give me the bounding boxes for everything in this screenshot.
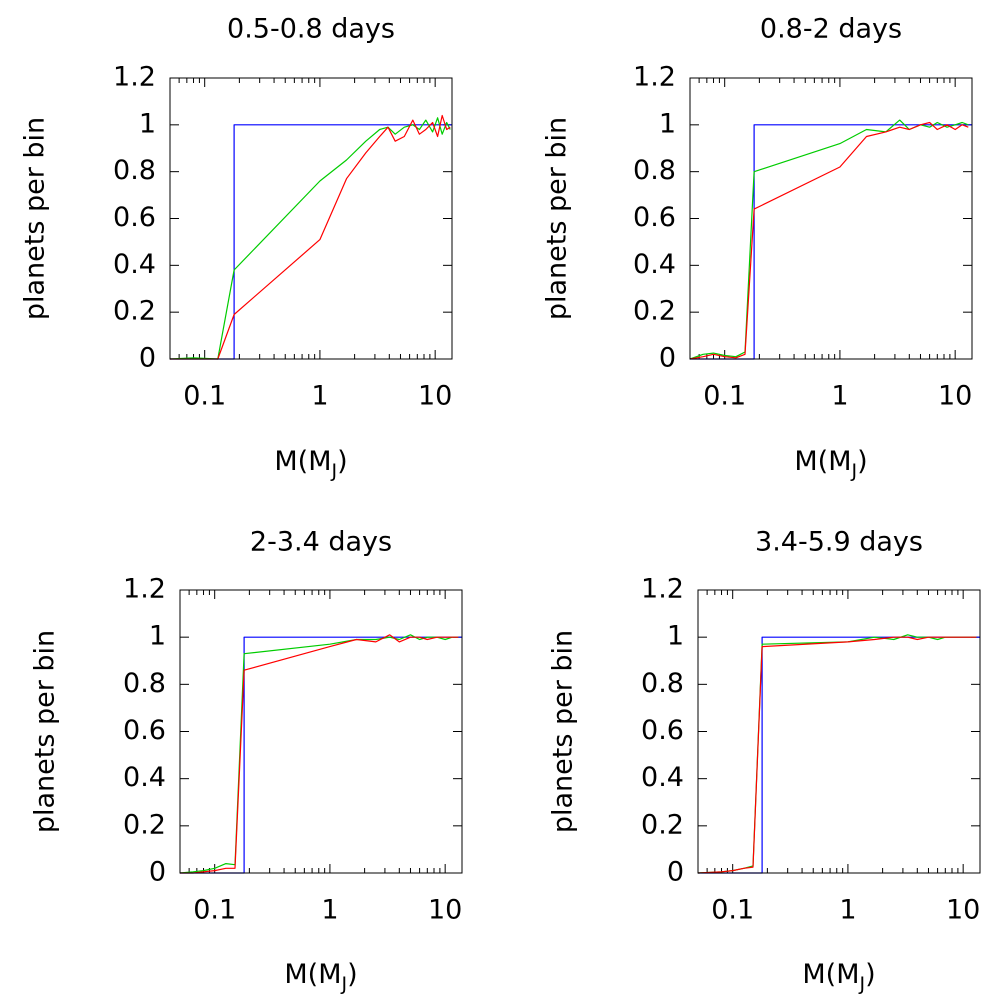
plot-frame — [697, 589, 981, 874]
series-line-1 — [170, 124, 452, 360]
series-line-3 — [180, 634, 459, 874]
y-tick-label: 1 — [149, 621, 166, 652]
y-tick-label: 1.2 — [123, 574, 166, 605]
y-tick-label: 0.4 — [113, 249, 156, 280]
x-tick-label: 0.1 — [183, 381, 226, 412]
y-tick-label: 0 — [667, 857, 684, 888]
x-tick-label: 1 — [321, 895, 338, 926]
y-tick-label: 0.4 — [123, 762, 166, 793]
y-tick-label: 1.2 — [633, 62, 676, 93]
y-tick-label: 0.4 — [633, 249, 676, 280]
y-tick-label: 1 — [667, 621, 684, 652]
series-line-3 — [697, 636, 977, 874]
y-tick-label: 0 — [149, 857, 166, 888]
series-line-2 — [179, 634, 459, 874]
y-tick-label: 0.6 — [123, 715, 166, 746]
x-tick-label: 10 — [418, 381, 452, 412]
plot-frame — [169, 77, 453, 360]
y-tick-label: 0.8 — [113, 155, 156, 186]
series-line-2 — [697, 634, 977, 874]
y-tick-label: 0.8 — [633, 155, 676, 186]
y-tick-label: 0 — [139, 343, 156, 374]
series-line-1 — [698, 636, 980, 874]
y-tick-label: 0.6 — [633, 202, 676, 233]
x-axis-label: M(MJ) — [794, 446, 867, 482]
x-tick-label: 0.1 — [193, 895, 236, 926]
x-tick-label: 1 — [831, 381, 848, 412]
x-tick-label: 1 — [311, 381, 328, 412]
y-tick-label: 0.2 — [113, 296, 156, 327]
x-tick-label: 1 — [839, 895, 856, 926]
y-tick-label: 0.6 — [113, 202, 156, 233]
chart-title: 3.4-5.9 days — [755, 527, 923, 558]
y-tick-label: 0.2 — [641, 809, 684, 840]
series-line-2 — [689, 119, 969, 360]
y-tick-label: 0.6 — [641, 715, 684, 746]
y-axis-label: planets per bin — [542, 117, 573, 320]
y-tick-label: 0.2 — [633, 296, 676, 327]
x-tick-label: 10 — [428, 895, 462, 926]
y-axis-label: planets per bin — [30, 630, 61, 833]
y-tick-label: 1.2 — [641, 574, 684, 605]
y-tick-label: 1.2 — [113, 62, 156, 93]
x-tick-label: 10 — [946, 895, 980, 926]
x-axis-label: M(MJ) — [274, 446, 347, 482]
y-axis-label: planets per bin — [20, 117, 51, 320]
chart-panel-3: 2-3.4 days planets per bin M(MJ) 0 0.2 0.4 0.6… — [30, 527, 463, 994]
chart-panel-4: 3.4-5.9 days planets per bin M(MJ) 0 0.2 0.4 0… — [548, 527, 981, 994]
y-tick-label: 0.8 — [123, 668, 166, 699]
chart-title: 2-3.4 days — [250, 527, 392, 558]
series-line-2 — [169, 117, 451, 360]
y-tick-label: 0.4 — [641, 762, 684, 793]
series-line-3 — [170, 114, 451, 360]
y-tick-label: 1 — [659, 108, 676, 139]
series-line-1 — [180, 636, 462, 874]
x-tick-label: 10 — [938, 381, 972, 412]
y-axis-label: planets per bin — [548, 630, 579, 833]
plot-frame — [689, 77, 973, 360]
chart-panel-2: 0.8-2 days planets per bin M(MJ) 0 0.2 0.4 0.6… — [542, 14, 973, 482]
y-tick-label: 0.2 — [123, 809, 166, 840]
series-line-1 — [690, 124, 972, 360]
x-tick-label: 0.1 — [703, 381, 746, 412]
chart-title: 0.5-0.8 days — [227, 14, 395, 45]
y-tick-label: 0.8 — [641, 668, 684, 699]
x-axis-label: M(MJ) — [284, 959, 357, 994]
y-tick-label: 0 — [659, 343, 676, 374]
series-line-3 — [689, 121, 969, 360]
plot-frame — [179, 589, 463, 874]
chart-title: 0.8-2 days — [760, 14, 902, 45]
chart-panel-1: 0.5-0.8 days planets per bin M(MJ) 0 0.2 0.4 0… — [20, 14, 453, 482]
x-axis-label: M(MJ) — [802, 959, 875, 994]
y-tick-label: 1 — [139, 108, 156, 139]
x-tick-label: 0.1 — [711, 895, 754, 926]
